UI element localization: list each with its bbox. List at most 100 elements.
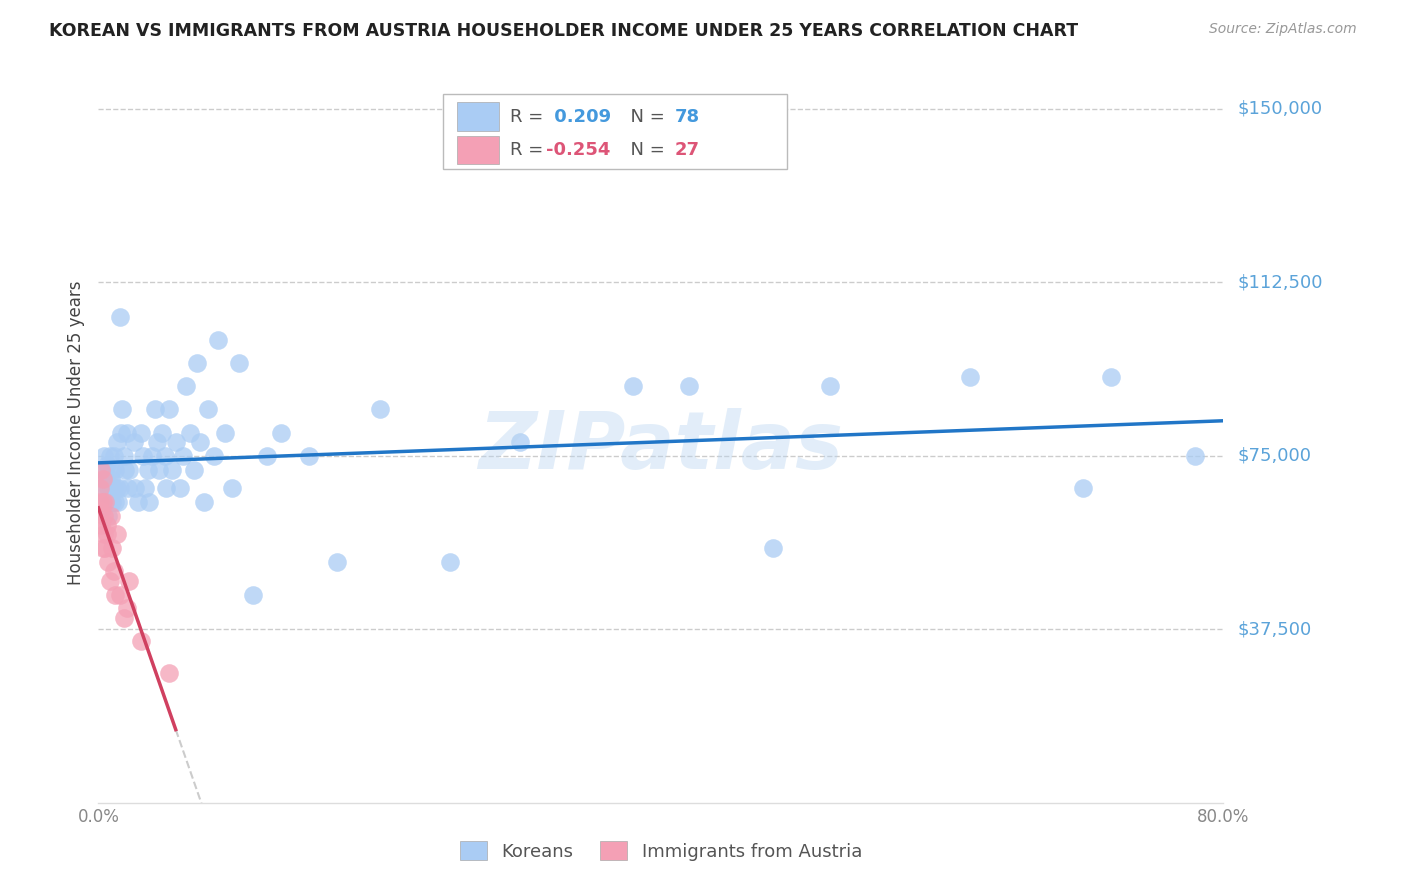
Text: 27: 27 — [675, 141, 700, 159]
Point — [1071, 481, 1094, 495]
Point — [90, 462, 112, 476]
Point — [104, 588, 127, 602]
Point — [105, 527, 128, 541]
Point — [101, 495, 124, 509]
Point — [118, 462, 141, 476]
Point — [155, 481, 177, 495]
Point — [89, 481, 111, 495]
Point — [112, 449, 135, 463]
Text: N =: N = — [619, 141, 671, 159]
Point — [1099, 370, 1122, 384]
Point — [141, 449, 163, 463]
Point — [98, 449, 121, 463]
Point — [117, 481, 139, 495]
Point — [186, 356, 208, 370]
Point — [174, 379, 197, 393]
Point — [621, 379, 644, 393]
Text: ZIPatlas: ZIPatlas — [478, 409, 844, 486]
Point — [105, 481, 128, 495]
Text: Source: ZipAtlas.com: Source: ZipAtlas.com — [1209, 22, 1357, 37]
Point — [150, 425, 173, 440]
Point — [183, 462, 205, 476]
Point — [93, 449, 115, 463]
Point — [169, 481, 191, 495]
Point — [96, 527, 118, 541]
Point — [104, 462, 127, 476]
Point — [91, 541, 114, 556]
Point — [108, 588, 131, 602]
Point — [114, 462, 136, 476]
Point — [368, 402, 391, 417]
Point — [179, 425, 201, 440]
Text: -0.254: -0.254 — [546, 141, 610, 159]
Point — [91, 462, 114, 476]
Text: KOREAN VS IMMIGRANTS FROM AUSTRIA HOUSEHOLDER INCOME UNDER 25 YEARS CORRELATION : KOREAN VS IMMIGRANTS FROM AUSTRIA HOUSEH… — [49, 22, 1078, 40]
Point — [96, 518, 118, 533]
Point — [214, 425, 236, 440]
Point — [148, 462, 170, 476]
Text: R =: R = — [510, 108, 550, 126]
Point — [105, 434, 128, 449]
Point — [143, 402, 166, 417]
Point — [678, 379, 700, 393]
Point — [762, 541, 785, 556]
Point — [202, 449, 225, 463]
Point — [242, 588, 264, 602]
Point — [115, 425, 138, 440]
Point — [98, 495, 121, 509]
Point — [153, 449, 176, 463]
Point — [134, 481, 156, 495]
Point — [89, 495, 111, 509]
Point — [97, 555, 120, 569]
Point — [94, 495, 117, 509]
Point — [97, 481, 120, 495]
Text: $150,000: $150,000 — [1237, 100, 1322, 118]
Point — [100, 508, 122, 523]
Point — [193, 495, 215, 509]
Point — [94, 541, 117, 556]
Point — [132, 449, 155, 463]
Point — [91, 495, 114, 509]
Point — [221, 481, 243, 495]
Point — [101, 462, 124, 476]
Text: 78: 78 — [675, 108, 700, 126]
Point — [115, 601, 138, 615]
Point — [90, 481, 112, 495]
Point — [298, 449, 321, 463]
Point — [127, 495, 149, 509]
Text: $112,500: $112,500 — [1237, 273, 1323, 291]
Point — [100, 472, 122, 486]
Point — [165, 434, 187, 449]
Point — [90, 518, 112, 533]
Point — [103, 481, 125, 495]
Point — [959, 370, 981, 384]
Text: $37,500: $37,500 — [1237, 620, 1312, 639]
Text: $75,000: $75,000 — [1237, 447, 1312, 465]
Point — [91, 472, 114, 486]
Text: N =: N = — [619, 108, 671, 126]
Point — [96, 458, 118, 472]
Point — [509, 434, 531, 449]
Point — [103, 449, 125, 463]
Point — [98, 574, 121, 588]
Point — [93, 527, 115, 541]
Point — [207, 333, 229, 347]
Point — [228, 356, 250, 370]
Point — [94, 495, 117, 509]
Point — [439, 555, 461, 569]
Point — [188, 434, 211, 449]
Point — [326, 555, 349, 569]
Point — [136, 462, 159, 476]
Point — [157, 402, 180, 417]
Point — [93, 508, 115, 523]
Point — [146, 434, 169, 449]
Point — [129, 633, 152, 648]
Point — [124, 481, 146, 495]
Point — [97, 508, 120, 523]
Point — [118, 574, 141, 588]
Y-axis label: Householder Income Under 25 years: Householder Income Under 25 years — [66, 280, 84, 585]
Point — [90, 504, 112, 518]
Point — [100, 481, 122, 495]
Point — [94, 472, 117, 486]
Point — [172, 449, 194, 463]
